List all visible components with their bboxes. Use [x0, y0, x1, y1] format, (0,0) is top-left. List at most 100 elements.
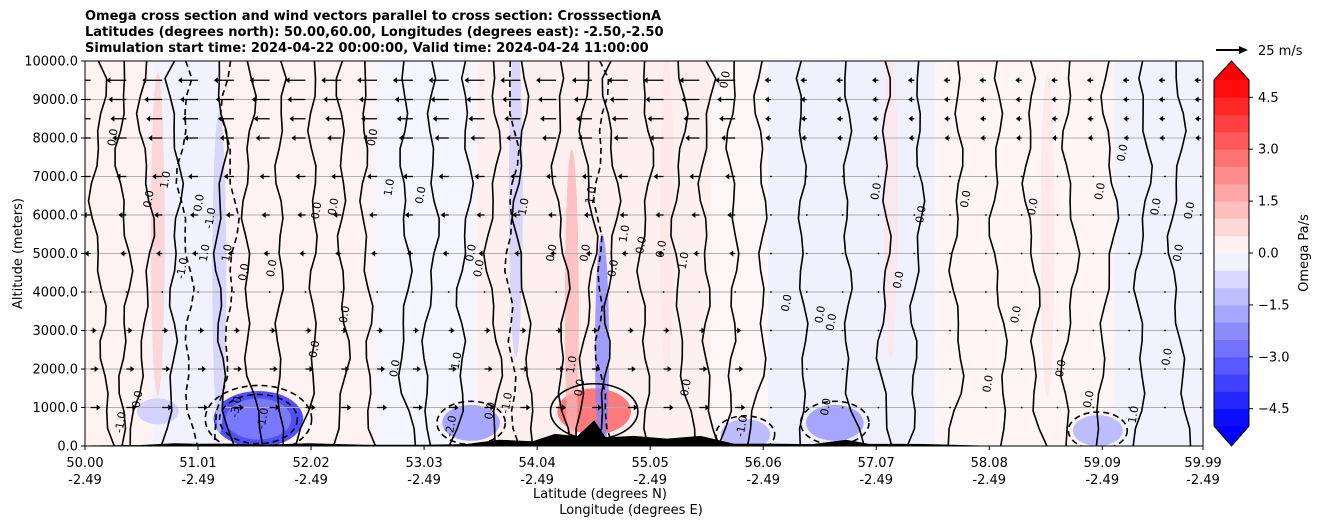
wind-vector-head	[571, 77, 576, 84]
contour-label: 1.0	[583, 185, 599, 204]
wind-vector-head	[438, 173, 443, 180]
contour-line	[717, 61, 740, 446]
contour-label: 0.0	[471, 259, 487, 278]
contour-label: 0.0	[812, 305, 828, 324]
wind-vector-head	[94, 366, 99, 372]
contour-closed	[218, 393, 299, 445]
wind-vector-head	[685, 135, 690, 141]
contour-label: 0.0	[337, 305, 353, 324]
wind-vector-head	[522, 327, 527, 334]
contour-label: 0.0	[306, 339, 322, 358]
wind-vector	[232, 291, 235, 293]
wind-vector-head	[440, 212, 445, 218]
wind-vector	[913, 368, 916, 370]
wind-vector	[913, 252, 916, 255]
wind-vector	[1092, 291, 1095, 293]
wind-vector	[1128, 368, 1131, 370]
contour-label: 0.0	[130, 389, 146, 408]
wind-vector	[949, 406, 951, 409]
x-tick-label-lon: -2.49	[1085, 473, 1119, 488]
contour-label: 0.0	[413, 185, 429, 204]
contour-line	[795, 61, 809, 446]
wind-vector-head	[237, 366, 242, 372]
x-tick-label-lat: 52.02	[292, 456, 329, 471]
wind-vector-head	[118, 212, 123, 218]
colorbar-segment	[1214, 235, 1249, 254]
wind-vector-head	[836, 77, 841, 84]
wind-vector-head	[542, 135, 547, 141]
y-tick-label: 5000.0	[33, 247, 79, 262]
contour-label: 0.0	[717, 70, 733, 89]
wind-vector-head	[944, 115, 949, 122]
wind-vector-head	[331, 173, 336, 180]
wind-vector	[984, 368, 987, 370]
wind-vector	[913, 329, 916, 332]
contour-line	[160, 61, 185, 446]
contour-label: 0.0	[868, 182, 884, 201]
wind-vector-head	[943, 77, 948, 84]
contour-label: 0.0	[544, 243, 560, 262]
colorbar-segment	[1214, 80, 1249, 98]
contour-label: 0.0	[365, 128, 381, 147]
wind-vector-head	[1015, 77, 1020, 84]
wind-vector-head	[540, 115, 545, 122]
contour-line	[1166, 61, 1192, 446]
contour-line	[594, 61, 622, 446]
wind-vector-head	[908, 115, 913, 122]
wind-vector-head	[213, 77, 218, 84]
wind-vector	[770, 368, 772, 370]
contour-label: 0.0	[958, 189, 974, 208]
wind-vector-head	[665, 327, 670, 334]
wind-vector-head	[1195, 135, 1200, 141]
x-tick-label-lon: -2.49	[407, 473, 441, 488]
wind-vector-head	[908, 96, 913, 103]
contour-line	[1095, 61, 1120, 446]
wind-vector	[877, 291, 880, 293]
wind-vector-head	[110, 115, 115, 122]
x-tick-label-lat: 54.04	[519, 456, 556, 471]
wind-vector	[1020, 291, 1023, 293]
contour-line	[448, 61, 475, 446]
wind-vector-head	[215, 96, 220, 103]
wind-vector-head	[633, 404, 638, 411]
wind-vector-head	[1123, 96, 1128, 103]
wind-vector-head	[715, 77, 720, 84]
wind-vector-head	[667, 366, 672, 372]
wind-vector	[841, 368, 844, 370]
wind-vector	[483, 291, 486, 293]
wind-vector-head	[476, 212, 481, 218]
wind-vector-head	[188, 173, 193, 180]
wind-vector-head	[649, 135, 654, 141]
wind-vector-head	[764, 96, 769, 103]
wind-vector-head	[381, 366, 386, 372]
wind-vector	[805, 291, 808, 293]
omega-column	[883, 61, 898, 358]
wind-vector-head	[396, 115, 401, 122]
contour-label: 1.0	[197, 243, 213, 262]
wind-vector	[1128, 329, 1131, 332]
wind-vector-head	[470, 135, 475, 141]
wind-vector-head	[379, 327, 384, 334]
wind-vector-head	[836, 96, 841, 103]
wind-vector-head	[1015, 115, 1020, 122]
wind-vector-head	[291, 135, 296, 141]
wind-vector	[841, 329, 844, 332]
wind-vector-head	[907, 77, 912, 84]
wind-vector-head	[1194, 77, 1199, 84]
wind-vector-head	[442, 250, 447, 257]
wind-vector	[877, 214, 880, 216]
contour-label: 0.0	[1053, 359, 1069, 378]
wind-vector	[1199, 291, 1202, 293]
omega-cell	[720, 418, 771, 446]
wind-vector	[984, 252, 987, 255]
wind-vector-head	[92, 327, 97, 334]
wind-vector-head	[737, 327, 742, 334]
colorbar-segment	[1214, 339, 1249, 358]
wind-vector	[1056, 214, 1059, 216]
wind-vector-head	[583, 212, 588, 218]
wind-vector	[1056, 252, 1059, 255]
wind-vector-head	[430, 96, 435, 103]
contour-label: 0.0	[913, 205, 929, 224]
wind-vector	[1164, 329, 1166, 332]
wind-vector-head	[1123, 135, 1128, 141]
